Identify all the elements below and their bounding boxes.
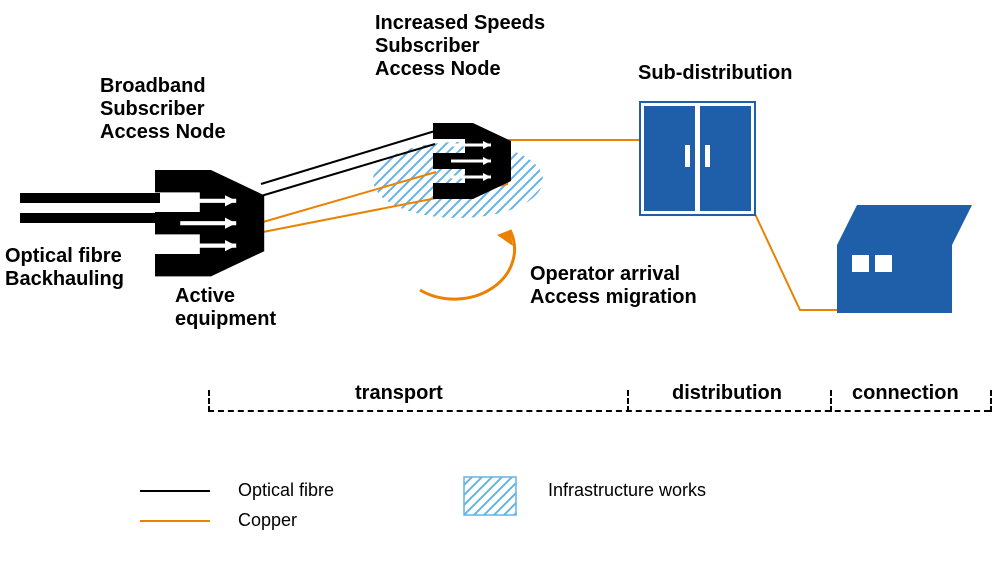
isan-label-line3: Access Node	[375, 58, 501, 80]
isan-label-line2: Subscriber	[375, 35, 479, 57]
connection-label: connection	[852, 382, 959, 405]
operator-label: Operator arrival Access migration	[530, 263, 697, 309]
bsan-label-line2: Subscriber	[100, 98, 204, 120]
cabinet-icon	[640, 102, 755, 215]
bsan-label: Broadband Subscriber Access Node	[100, 75, 226, 144]
isan-label: Increased Speeds Subscriber Access Node	[375, 12, 545, 81]
bracket-tick-1	[208, 390, 210, 412]
active-equipment-line2: equipment	[175, 308, 276, 330]
distribution-label: distribution	[672, 382, 782, 405]
legend-infra-swatch-icon	[463, 476, 517, 516]
legend-fibre-label: Optical fibre	[238, 480, 334, 501]
legend-fibre-line	[140, 490, 210, 492]
legend-copper-label: Copper	[238, 510, 297, 531]
transport-label: transport	[355, 382, 443, 405]
bracket-tick-2	[627, 390, 629, 412]
isan-node-icon	[433, 123, 543, 201]
operator-label-line1: Operator arrival	[530, 263, 680, 285]
diagram-canvas: Broadband Subscriber Access Node Optical…	[0, 0, 1000, 564]
bracket-line	[208, 410, 990, 412]
bsan-node-icon	[155, 170, 305, 276]
backhaul-label-line1: Optical fibre	[5, 245, 122, 267]
legend-copper-line	[140, 520, 210, 522]
bracket-tick-4	[990, 390, 992, 412]
active-equipment-line1: Active	[175, 285, 235, 307]
bsan-label-line3: Access Node	[100, 121, 226, 143]
backhaul-label-line2: Backhauling	[5, 268, 124, 290]
house-icon	[837, 205, 977, 315]
active-equipment-label: Active equipment	[175, 285, 276, 331]
subdist-label: Sub-distribution	[638, 62, 792, 85]
backhaul-label: Optical fibre Backhauling	[5, 245, 124, 291]
bsan-label-line1: Broadband	[100, 75, 206, 97]
legend-infra-label: Infrastructure works	[548, 480, 706, 501]
bracket-tick-3	[830, 390, 832, 412]
isan-label-line1: Increased Speeds	[375, 12, 545, 34]
operator-label-line2: Access migration	[530, 286, 697, 308]
